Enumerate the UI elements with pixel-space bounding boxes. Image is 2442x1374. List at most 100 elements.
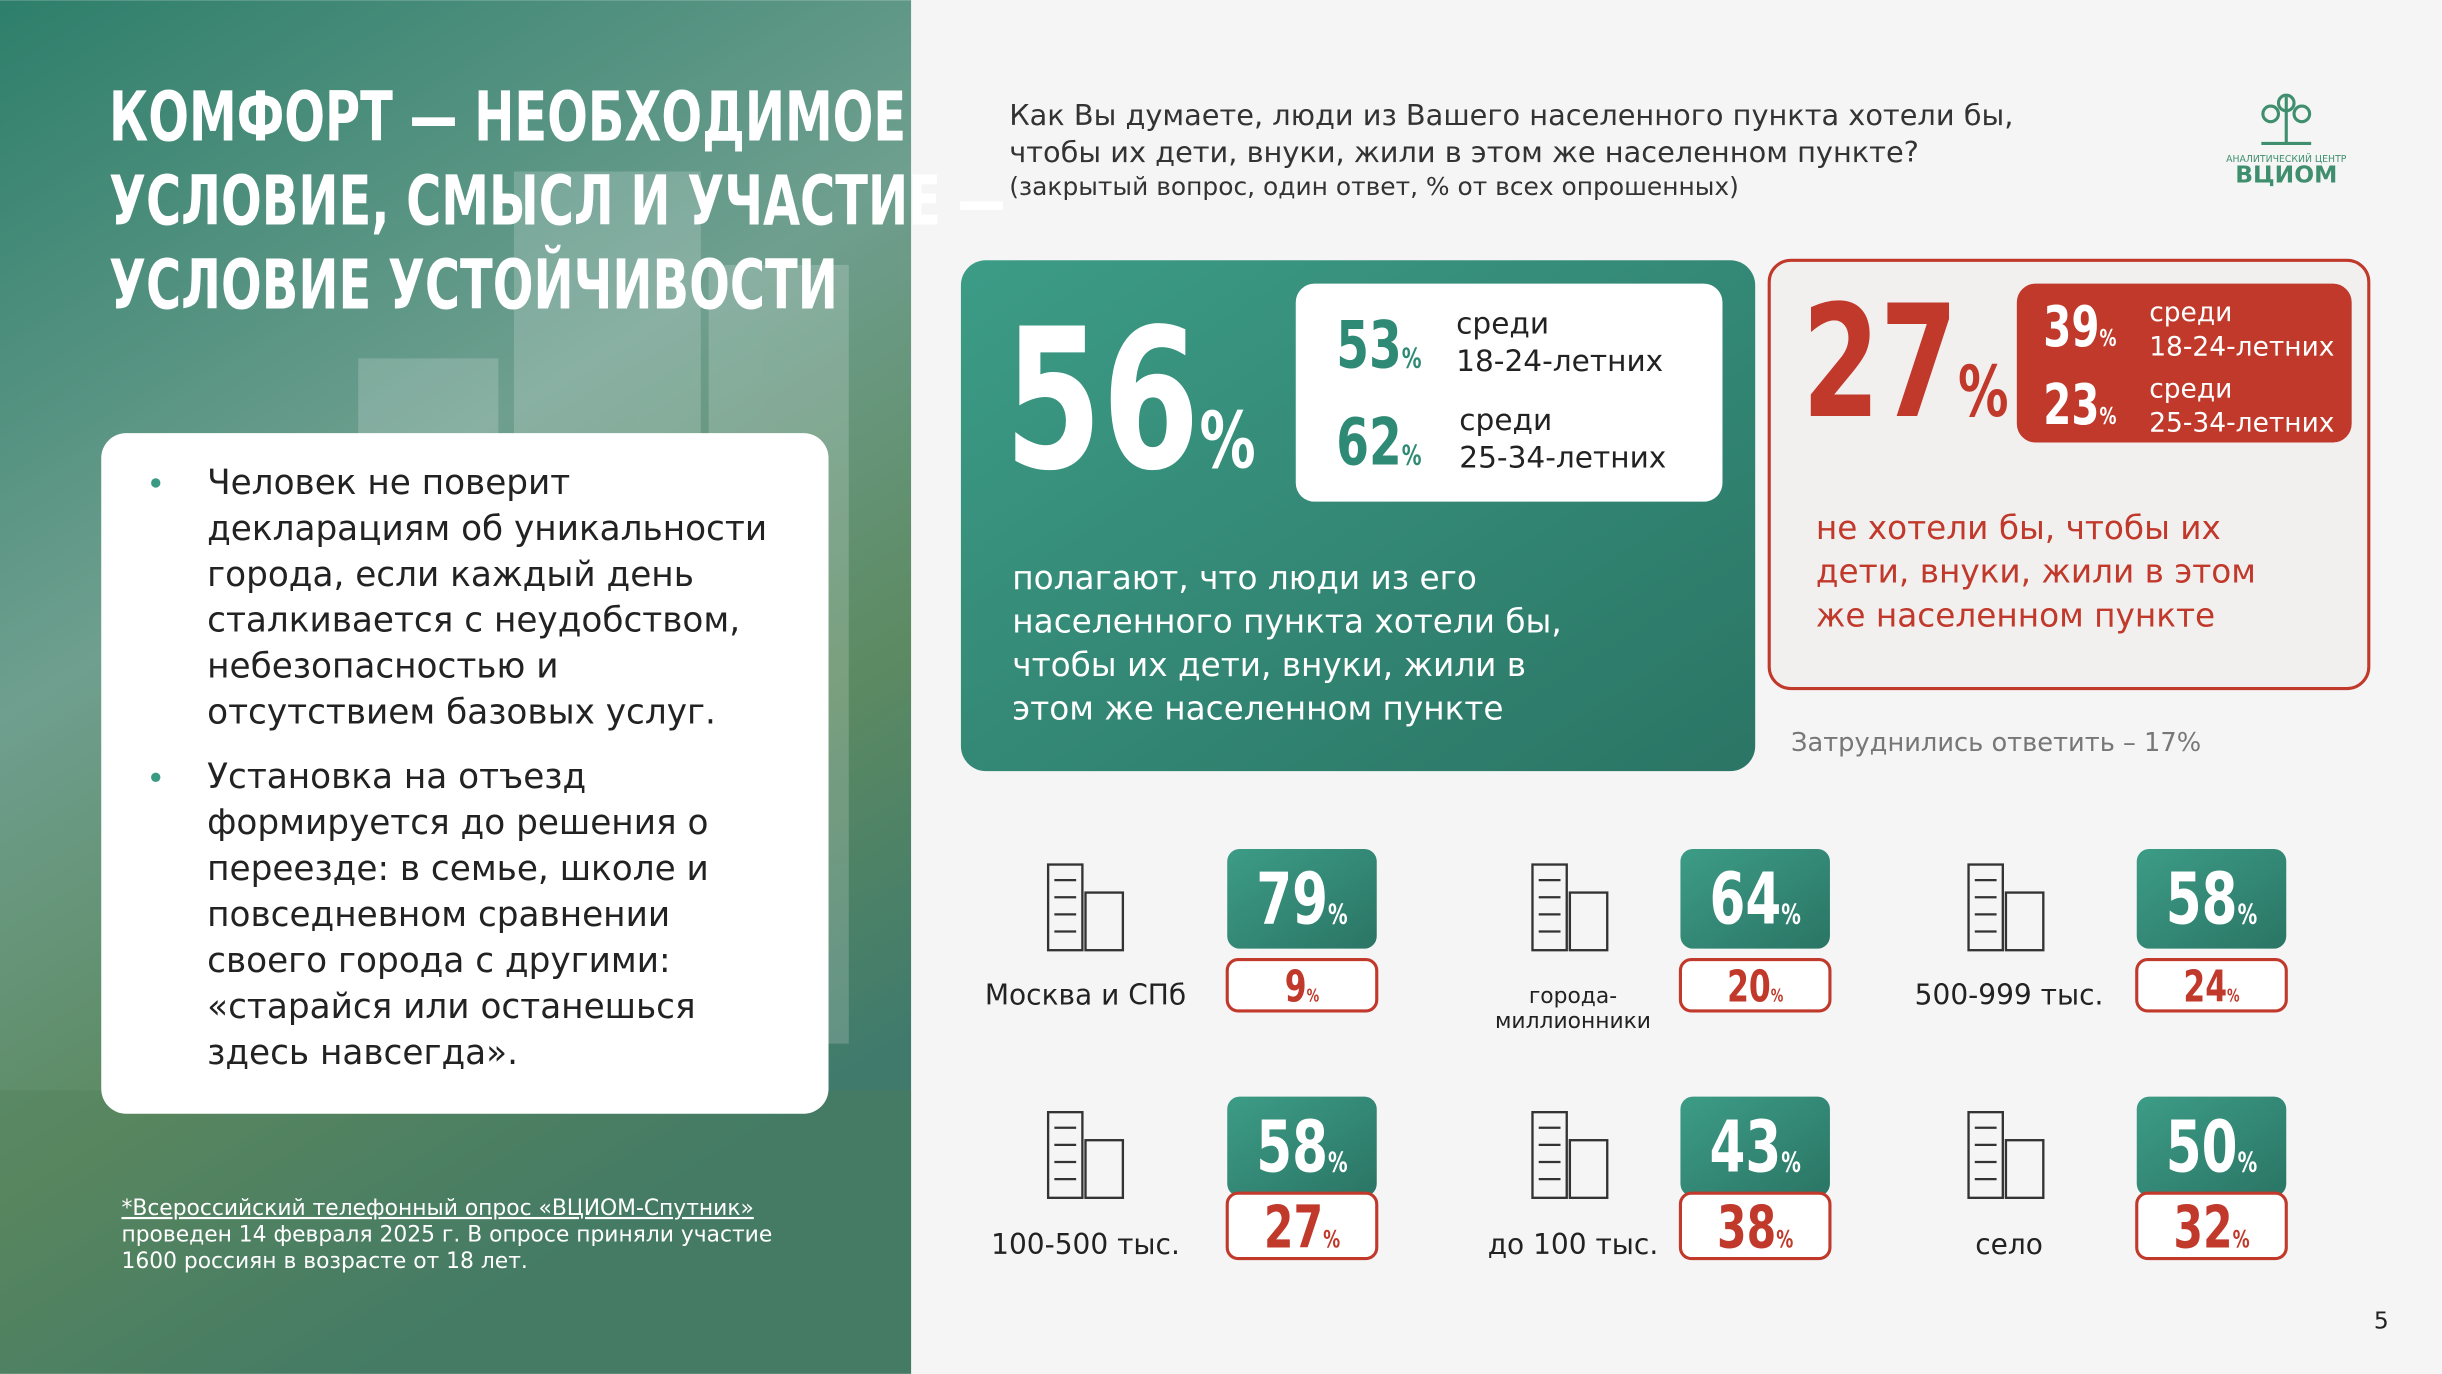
settlement-icon	[1046, 1111, 1125, 1199]
bullet-text: формируется до решения о	[207, 803, 708, 843]
icon-building	[1568, 1139, 1609, 1199]
yes-breakdown-value-unit: %	[1402, 439, 1422, 471]
group-yes-value: 50%	[2166, 1105, 2258, 1189]
group-no-box	[1678, 1191, 1832, 1261]
group-no-value: 27%	[1264, 1194, 1340, 1263]
no-value-unit: %	[1958, 352, 2009, 433]
yes-breakdown-label: 18-24-летних	[1456, 344, 1663, 378]
icon-building	[1046, 863, 1084, 952]
icon-building	[1967, 863, 2004, 952]
group-label: село	[1975, 1228, 2043, 1261]
group-no-value: 24%	[2183, 961, 2239, 1011]
settlement-icon	[1531, 863, 1609, 952]
no-breakdown-box	[2016, 283, 2352, 443]
icon-building	[1084, 1139, 1125, 1199]
bullet-dot	[151, 772, 161, 783]
group-yes-value-value: 79	[1256, 857, 1328, 941]
yes-breakdown-label: среди	[1456, 306, 1549, 340]
group-yes-value-unit: %	[1781, 1146, 1801, 1178]
group-no-value-value: 24	[2183, 961, 2227, 1011]
yes-value: 56%	[1005, 288, 1256, 514]
bullet-dot	[151, 478, 161, 488]
icon-building	[1568, 891, 1609, 952]
question-note: (закрытый вопрос, один ответ, % от всех …	[1009, 172, 1739, 201]
group-yes-value-unit: %	[2238, 898, 2258, 930]
bullet-text: небезопасностью и	[207, 647, 558, 687]
bullet-text: декларациям об уникальности	[207, 509, 767, 549]
group-no-box	[2135, 1191, 2288, 1261]
group-no-value: 20%	[1727, 961, 1783, 1011]
group-no-value: 32%	[2173, 1194, 2249, 1263]
group-yes-box	[1227, 848, 1377, 949]
group-yes-box	[1680, 848, 1830, 949]
group-yes-value: 43%	[1709, 1105, 1801, 1189]
yes-breakdown-label: среди	[1459, 403, 1552, 437]
yes-value-unit: %	[1200, 395, 1256, 486]
group-no-value-value: 27	[1264, 1194, 1323, 1263]
bullet-text: повседневном сравнении	[207, 895, 670, 935]
bullet-text: сталкивается с неудобством,	[207, 601, 740, 641]
no-text: дети, внуки, жили в этом	[1816, 553, 2256, 591]
footnote-source: *Всероссийский телефонный опрос «ВЦИОМ-С…	[121, 1196, 753, 1221]
yes-breakdown-value-value: 53	[1336, 308, 1402, 384]
group-no-value-unit: %	[1776, 1226, 1793, 1254]
group-no-value: 9%	[1285, 961, 1319, 1011]
icon-building	[1531, 1111, 1568, 1199]
settlement-icon	[1967, 863, 2045, 952]
yes-breakdown-box	[1295, 283, 1723, 502]
icon-building	[1046, 1111, 1084, 1199]
icon-building	[1531, 863, 1568, 952]
group-no-value: 38%	[1717, 1194, 1793, 1263]
group-yes-value: 64%	[1709, 857, 1801, 941]
group-yes-box	[2136, 1096, 2287, 1197]
slide-title: КОМФОРТ — НЕОБХОДИМОЕ	[109, 77, 906, 157]
bullet-text: отсутствием базовых услуг.	[207, 693, 716, 733]
group-yes-box	[2136, 848, 2287, 949]
yes-value-value: 56	[1005, 288, 1200, 514]
no-breakdown-label: 25-34-летних	[2149, 408, 2334, 439]
yes-breakdown-value: 53%	[1336, 308, 1421, 384]
question-text: чтобы их дети, внуки, жили в этом же нас…	[1009, 135, 1919, 169]
bullet-card	[101, 433, 829, 1114]
settlement-icon	[1967, 1111, 2045, 1199]
bullet-text: переезде: в семье, школе и	[207, 849, 709, 889]
icon-building	[2004, 1139, 2045, 1199]
group-label: до 100 тыс.	[1488, 1228, 1659, 1261]
group-yes-value-value: 58	[1256, 1105, 1328, 1189]
yes-text: чтобы их дети, внуки, жили в	[1012, 646, 1526, 684]
group-yes-value-value: 58	[2166, 857, 2238, 941]
group-yes-value-unit: %	[1328, 898, 1348, 930]
group-yes-value-value: 50	[2166, 1105, 2238, 1189]
no-value-value: 27	[1802, 273, 1958, 454]
icon-building	[2004, 891, 2045, 952]
no-breakdown-label: среди	[2149, 373, 2232, 404]
logo-name: ВЦИОМ	[2235, 160, 2337, 188]
group-yes-value-value: 43	[1709, 1105, 1781, 1189]
group-no-value-value: 38	[1717, 1194, 1776, 1263]
yes-breakdown-value-unit: %	[1402, 342, 1422, 374]
no-text: же населенном пункте	[1816, 596, 2215, 634]
group-label: 100-500 тыс.	[991, 1228, 1180, 1261]
icon-building	[1084, 891, 1125, 952]
group-no-value-unit: %	[1323, 1226, 1340, 1254]
group-label: миллионники	[1495, 1009, 1651, 1034]
group-no-value-value: 9	[1285, 961, 1307, 1011]
group-no-value-unit: %	[1307, 986, 1320, 1007]
group-no-box	[1225, 1191, 1379, 1261]
group-no-value-value: 20	[1727, 961, 1771, 1011]
no-value: 27%	[1802, 273, 2009, 454]
group-yes-value-value: 64	[1709, 857, 1781, 941]
group-yes-value: 58%	[2166, 857, 2258, 941]
yes-text: населенного пункта хотели бы,	[1012, 602, 1561, 640]
group-yes-value-unit: %	[1328, 1146, 1348, 1178]
yes-text: полагают, что люди из его	[1012, 559, 1477, 597]
slide-title: УСЛОВИЕ УСТОЙЧИВОСТИ	[109, 245, 838, 325]
greenery-decor	[0, 1090, 912, 1374]
no-breakdown-label: 18-24-летних	[2149, 331, 2334, 362]
group-no-box	[1678, 957, 1832, 1013]
group-no-box	[1225, 957, 1379, 1013]
yes-breakdown-label: 25-34-летних	[1459, 440, 1666, 474]
group-no-value-unit: %	[2227, 986, 2240, 1007]
group-no-value-unit: %	[2233, 1226, 2250, 1254]
